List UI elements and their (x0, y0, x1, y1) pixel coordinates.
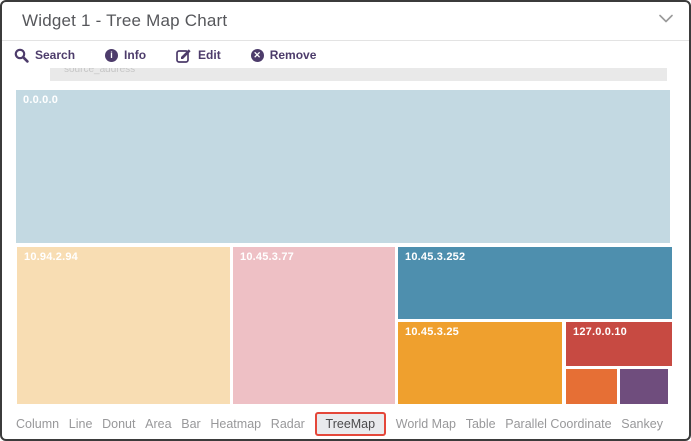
treemap-node[interactable] (566, 369, 617, 404)
search-icon (14, 48, 29, 63)
treemap-node-label: 0.0.0.0 (23, 94, 59, 106)
treemap-node[interactable]: 10.45.3.77 (233, 247, 395, 404)
tab-column[interactable]: Column (16, 416, 60, 431)
tab-treemap[interactable]: TreeMap (314, 411, 387, 436)
treemap-node-label: 10.94.2.94 (24, 251, 78, 263)
treemap-node[interactable]: 10.94.2.94 (17, 247, 230, 404)
treemap-node[interactable]: 127.0.0.10 (566, 322, 672, 366)
treemap-node-label: 127.0.0.10 (573, 326, 627, 338)
tab-radar[interactable]: Radar (270, 416, 305, 431)
edit-icon (176, 48, 192, 63)
tab-area[interactable]: Area (145, 416, 172, 431)
breadcrumb-label: source_address (64, 68, 136, 75)
treemap-node[interactable] (620, 369, 668, 404)
search-label: Search (35, 48, 76, 62)
treemap-node[interactable]: 0.0.0.0 (16, 90, 670, 243)
treemap-node-label: 10.45.3.252 (405, 251, 466, 263)
tab-world-map[interactable]: World Map (395, 416, 456, 431)
info-icon: i (105, 48, 119, 62)
edit-button[interactable]: Edit (176, 48, 221, 63)
remove-label: Remove (269, 48, 317, 62)
info-button[interactable]: i Info (105, 48, 146, 62)
tab-line[interactable]: Line (68, 416, 93, 431)
widget-toolbar: Search i Info Edit ✕ Remove (2, 42, 689, 68)
edit-label: Edit (198, 48, 221, 62)
tab-sankey[interactable]: Sankey (621, 416, 663, 431)
tab-parallel-coordinate[interactable]: Parallel Coordinate (505, 416, 612, 431)
treemap-breadcrumb[interactable]: source_address (50, 68, 667, 81)
chart-type-tabs: Column Line Donut Area Bar Heatmap Radar… (2, 408, 689, 439)
remove-icon: ✕ (250, 48, 264, 62)
search-button[interactable]: Search (14, 48, 75, 63)
chevron-down-icon[interactable] (659, 14, 673, 23)
page-title: Widget 1 - Tree Map Chart (22, 11, 228, 30)
treemap-node[interactable]: 10.45.3.25 (398, 322, 562, 404)
info-label: Info (124, 48, 147, 62)
tab-bar[interactable]: Bar (181, 416, 201, 431)
tab-donut[interactable]: Donut (102, 416, 136, 431)
treemap-node-label: 10.45.3.25 (405, 326, 459, 338)
remove-button[interactable]: ✕ Remove (250, 48, 317, 62)
treemap-node-label: 10.45.3.77 (240, 251, 294, 263)
widget-header: Widget 1 - Tree Map Chart (2, 2, 689, 41)
tab-table[interactable]: Table (465, 416, 496, 431)
treemap-node[interactable]: 10.45.3.252 (398, 247, 672, 319)
tab-heatmap[interactable]: Heatmap (210, 416, 262, 431)
